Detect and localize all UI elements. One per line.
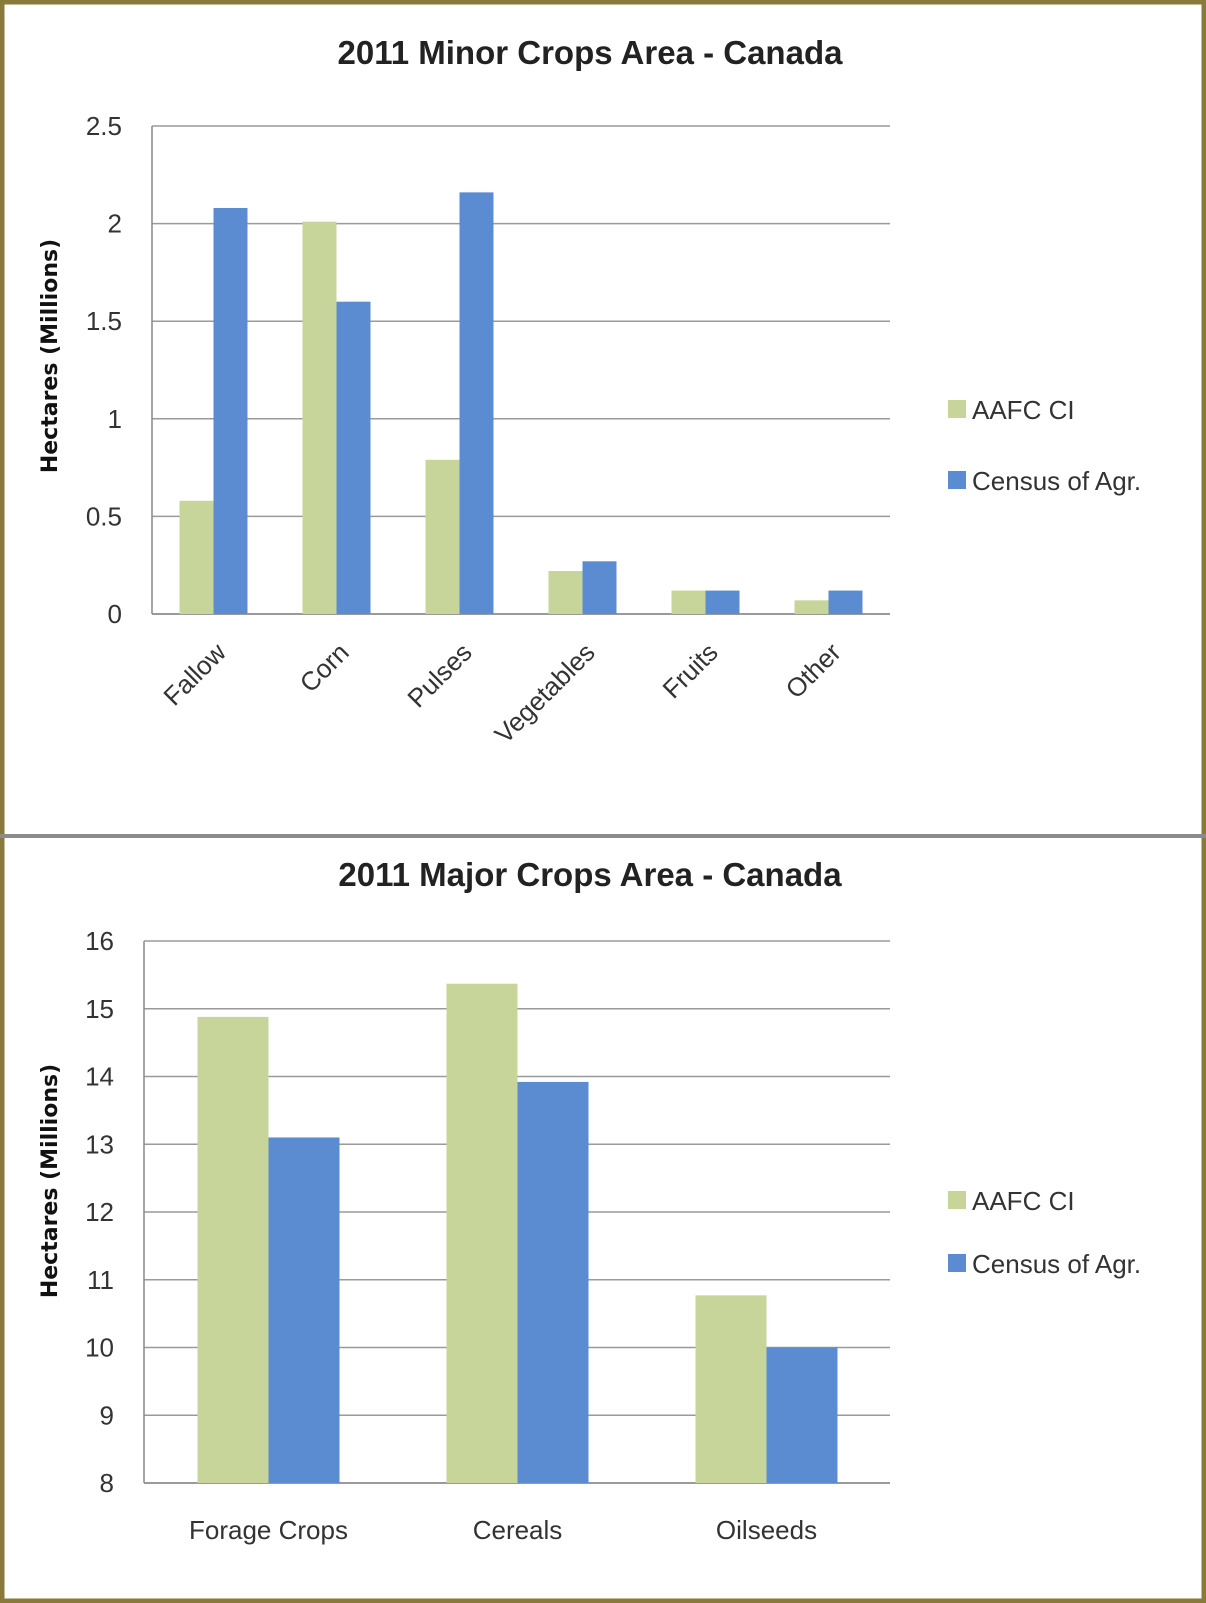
x-tick-label: Corn	[294, 637, 355, 698]
bar-census-pulses	[459, 192, 494, 615]
y-tick-label: 11	[87, 1265, 114, 1295]
bar-census-forage-crops	[268, 1137, 340, 1483]
bar-census-corn	[336, 301, 371, 614]
bar-census-oilseeds	[766, 1347, 838, 1483]
chart-title: 2011 Minor Crops Area - Canada	[338, 34, 844, 71]
legend-label: Census of Agr.	[972, 1249, 1141, 1279]
bar-census-fruits	[705, 590, 740, 614]
y-tick-label: 2.5	[86, 111, 122, 141]
legend-label: AAFC CI	[972, 1186, 1075, 1216]
y-tick-label: 13	[85, 1129, 114, 1159]
x-tick-label: Fruits	[657, 637, 724, 704]
major-crops-chart-panel: 2011 Major Crops Area - Canada Hectares …	[0, 836, 1206, 1603]
legend-swatch	[948, 400, 966, 418]
bar-aafc-ci-other	[794, 600, 829, 614]
y-tick-label: 8	[100, 1468, 114, 1498]
x-tick-label: Oilseeds	[716, 1515, 817, 1545]
bar-aafc-ci-corn	[302, 221, 337, 614]
y-tick-label: 0.5	[86, 501, 122, 531]
x-ticks: Forage Crops Cereals Oilseeds	[189, 1515, 817, 1545]
y-tick-label: 15	[85, 994, 114, 1024]
bar-aafc-ci-fallow	[179, 500, 214, 614]
y-axis-label: Hectares (Millions)	[38, 1064, 63, 1298]
y-tick-label: 12	[85, 1197, 114, 1227]
bar-census-other	[828, 590, 863, 614]
y-tick-label: 0	[108, 599, 122, 629]
bars	[197, 983, 838, 1483]
bar-aafc-ci-fruits	[671, 590, 706, 614]
bar-aafc-ci-oilseeds	[695, 1295, 767, 1483]
major-crops-chart: 2011 Major Crops Area - Canada Hectares …	[38, 856, 1141, 1545]
y-tick-label: 10	[85, 1333, 114, 1363]
y-ticks: 8 9 10 11 12 13 14 15 16	[85, 926, 114, 1498]
bar-census-vegetables	[582, 561, 617, 614]
legend-label: Census of Agr.	[972, 466, 1141, 496]
y-ticks: 0 0.5 1 1.5 2 2.5	[86, 111, 122, 629]
legend-swatch	[948, 1254, 966, 1272]
gridlines	[151, 125, 890, 615]
bar-aafc-ci-cereals	[446, 983, 518, 1483]
y-tick-label: 1	[108, 404, 122, 434]
bar-aafc-ci-forage-crops	[197, 1016, 269, 1483]
y-tick-label: 14	[85, 1062, 114, 1092]
y-tick-label: 16	[85, 926, 114, 956]
bars	[179, 192, 863, 615]
y-axis-label: Hectares (Millions)	[38, 239, 63, 473]
bar-aafc-ci-pulses	[425, 459, 460, 614]
bar-census-cereals	[517, 1081, 589, 1483]
chart-title: 2011 Major Crops Area - Canada	[338, 856, 842, 893]
bar-aafc-ci-vegetables	[548, 571, 583, 614]
x-tick-label: Vegetables	[489, 637, 601, 749]
minor-crops-chart-panel: 2011 Minor Crops Area - Canada Hectares …	[38, 34, 1142, 750]
x-tick-label: Pulses	[401, 637, 477, 713]
x-ticks: Fallow Corn Pulses Vegetables Fruits Other	[157, 637, 847, 749]
bar-census-fallow	[213, 207, 248, 614]
legend: AAFC CI Census of Agr.	[948, 395, 1141, 496]
x-tick-label: Other	[780, 637, 847, 704]
x-tick-label: Fallow	[157, 637, 231, 711]
legend-label: AAFC CI	[972, 395, 1075, 425]
y-tick-label: 9	[100, 1400, 114, 1430]
y-tick-label: 1.5	[86, 306, 122, 336]
legend: AAFC CI Census of Agr.	[948, 1186, 1141, 1279]
legend-swatch	[948, 471, 966, 489]
x-tick-label: Cereals	[473, 1515, 563, 1545]
legend-swatch	[948, 1191, 966, 1209]
minor-crops-chart: 2011 Minor Crops Area - Canada Hectares …	[38, 34, 1141, 749]
x-tick-label: Forage Crops	[189, 1515, 348, 1545]
y-tick-label: 2	[108, 209, 122, 239]
